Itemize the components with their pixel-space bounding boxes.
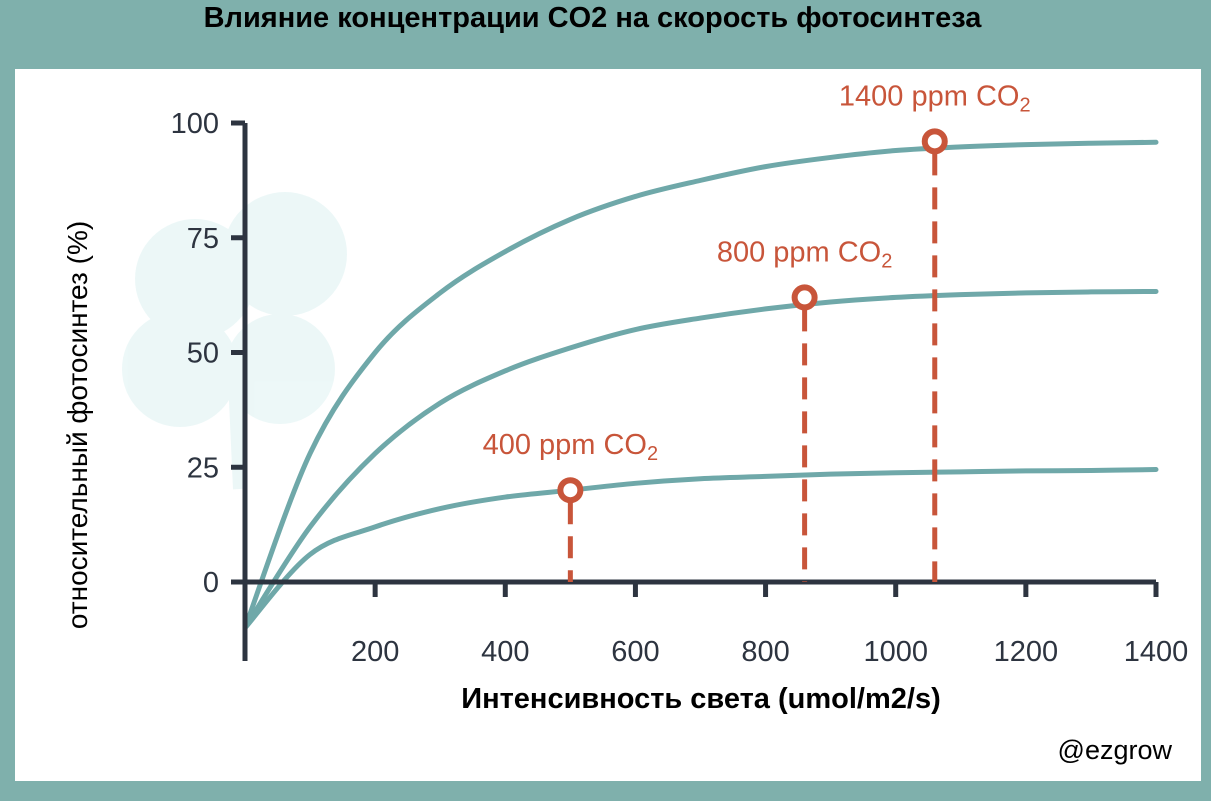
- curves-layer: [242, 139, 1159, 631]
- marker-point-1: [557, 477, 584, 504]
- x-tick-label-600: 600: [611, 636, 659, 668]
- y-tick-label-100: 100: [171, 108, 219, 140]
- x-axis-label: Интенсивность света (umol/m2/s): [461, 683, 941, 715]
- y-tick-label-75: 75: [187, 223, 219, 255]
- marker-label-2: 800 ppm CO2: [717, 236, 893, 272]
- marker-label-1: 400 ppm CO2: [483, 429, 659, 465]
- x-tick-label-1000: 1000: [863, 636, 928, 668]
- markers-layer: 400 ppm CO2 800 ppm CO2 1400 ppm CO2: [483, 80, 1031, 582]
- x-tick-label-200: 200: [351, 636, 399, 668]
- ticks-layer: 0 25 50 75 100 200 400 600 800 1000 1200 1400: [171, 108, 1189, 668]
- chart-title: Влияние концентрации CO2 на скорость фот…: [203, 2, 982, 34]
- marker-point-3: [921, 128, 948, 155]
- credit-label: @ezgrow: [1058, 735, 1173, 765]
- chart: 0 25 50 75 100 200 400 600 800 1000 1200 1400 400 p…: [62, 80, 1189, 765]
- x-tick-label-1200: 1200: [994, 636, 1059, 668]
- curve-series-3: [242, 139, 1159, 631]
- y-axis-label: относительный фотосинтез (%): [62, 221, 93, 629]
- x-tick-label-1400: 1400: [1124, 636, 1189, 668]
- y-tick-label-50: 50: [187, 338, 219, 370]
- curve-series-1: [242, 467, 1159, 631]
- curve-series-2: [242, 288, 1159, 631]
- axes-layer: [231, 123, 1156, 661]
- y-tick-label-25: 25: [187, 452, 219, 484]
- clover-watermark-icon: [122, 192, 347, 490]
- x-tick-label-400: 400: [481, 636, 529, 668]
- chart-panel: 0 25 50 75 100 200 400 600 800 1000 1200 1400 400 p…: [15, 69, 1201, 781]
- marker-label-3: 1400 ppm CO2: [839, 80, 1031, 116]
- y-tick-label-0: 0: [203, 567, 219, 599]
- marker-point-2: [791, 284, 818, 311]
- x-tick-label-800: 800: [741, 636, 789, 668]
